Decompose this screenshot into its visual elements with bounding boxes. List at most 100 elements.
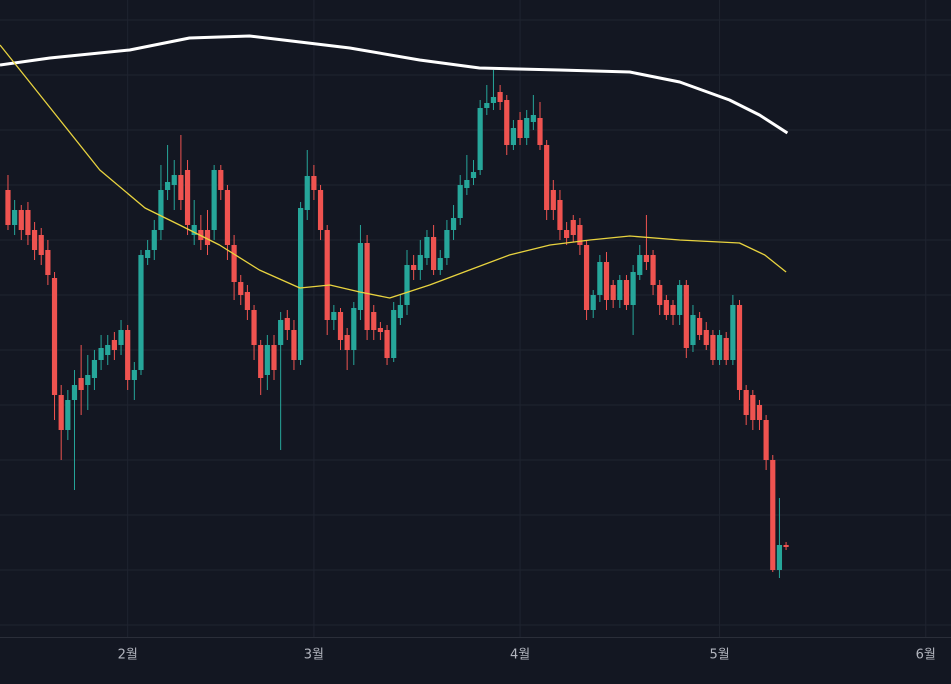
candle-body bbox=[324, 230, 330, 320]
candle-body bbox=[58, 395, 64, 430]
candle-body bbox=[171, 175, 177, 185]
moving-average-line bbox=[0, 34, 789, 135]
candle-body bbox=[663, 300, 669, 315]
candle-body bbox=[470, 172, 477, 178]
candle-body bbox=[756, 405, 763, 420]
candle-body bbox=[763, 420, 769, 460]
candle-body bbox=[510, 128, 517, 145]
candle-body bbox=[723, 338, 729, 360]
candle-body bbox=[151, 230, 157, 250]
candle-body bbox=[464, 180, 470, 188]
candle-body bbox=[490, 97, 497, 103]
candle-body bbox=[603, 262, 610, 300]
candle-body bbox=[377, 328, 383, 332]
candle-body bbox=[484, 103, 490, 108]
candle-body bbox=[184, 170, 191, 225]
candle-body bbox=[716, 335, 723, 360]
candle-body bbox=[264, 345, 270, 375]
candle-body bbox=[145, 250, 151, 258]
candle-body bbox=[623, 280, 630, 305]
candle-body bbox=[544, 145, 550, 210]
candle-body bbox=[437, 258, 443, 270]
candle-body bbox=[138, 255, 144, 370]
candle-body bbox=[364, 243, 370, 330]
candle-body bbox=[125, 330, 131, 380]
candle-body bbox=[331, 312, 337, 320]
candle-body bbox=[743, 390, 749, 415]
candle-body bbox=[51, 278, 58, 395]
candle-body bbox=[670, 305, 676, 315]
candle-body bbox=[78, 378, 84, 390]
candle-body bbox=[517, 120, 523, 138]
candle-body bbox=[311, 176, 317, 190]
candle-body bbox=[736, 305, 743, 390]
candle-body bbox=[164, 182, 171, 190]
candle-body bbox=[31, 230, 38, 250]
candle-body bbox=[271, 345, 277, 370]
candle-body bbox=[211, 170, 217, 230]
candle-body bbox=[557, 200, 563, 230]
candle-body bbox=[643, 255, 650, 262]
candle-body bbox=[45, 250, 51, 275]
x-tick-label: 3월 bbox=[304, 648, 324, 663]
candle-body bbox=[570, 220, 576, 235]
candle-body bbox=[404, 265, 410, 305]
candle-body bbox=[304, 176, 310, 210]
candle-body bbox=[537, 118, 543, 145]
candle-body bbox=[158, 190, 164, 230]
candle-body bbox=[690, 315, 696, 345]
candle-body bbox=[610, 285, 616, 300]
candle-body bbox=[85, 375, 91, 385]
candle-body bbox=[630, 272, 636, 305]
candle-body bbox=[131, 370, 137, 380]
candle-body bbox=[5, 190, 11, 225]
candle-body bbox=[258, 345, 264, 378]
candle-body bbox=[38, 235, 44, 255]
candle-body bbox=[191, 225, 197, 235]
candle-body bbox=[750, 395, 756, 420]
candle-body bbox=[317, 190, 324, 230]
candle-body bbox=[477, 108, 483, 170]
candle-body bbox=[730, 305, 736, 360]
x-tick-label: 2월 bbox=[118, 648, 138, 663]
candle-body bbox=[118, 330, 124, 345]
candle-body bbox=[391, 310, 397, 358]
candle-body bbox=[371, 312, 377, 330]
candle-body bbox=[351, 308, 357, 350]
candle-body bbox=[224, 190, 231, 245]
candle-body bbox=[238, 282, 244, 295]
candle-body bbox=[770, 460, 776, 570]
candle-body bbox=[337, 312, 344, 340]
candle-body bbox=[683, 285, 689, 348]
candle-body bbox=[278, 320, 284, 345]
candle-body bbox=[657, 285, 663, 305]
candle-body bbox=[204, 230, 211, 245]
candle-body bbox=[98, 348, 104, 360]
candle-body bbox=[637, 255, 643, 275]
candle-body bbox=[251, 310, 257, 345]
candle-body bbox=[617, 280, 623, 300]
candle-body bbox=[111, 340, 117, 350]
candle-body bbox=[284, 318, 290, 330]
candle-body bbox=[710, 335, 716, 360]
candle-body bbox=[231, 245, 237, 282]
candle-body bbox=[291, 330, 297, 360]
candle-body bbox=[550, 190, 556, 210]
candle-body bbox=[497, 92, 503, 102]
candle-body bbox=[91, 360, 98, 378]
candle-body bbox=[697, 318, 703, 335]
candle-body bbox=[504, 100, 510, 145]
candle-body bbox=[297, 208, 304, 360]
candle-body bbox=[218, 170, 224, 190]
candle-body bbox=[783, 545, 789, 547]
candle-body bbox=[18, 210, 24, 230]
candle-body bbox=[677, 285, 683, 315]
candle-body bbox=[577, 225, 583, 245]
candle-body bbox=[65, 400, 71, 430]
candle-body bbox=[12, 210, 18, 225]
candle-body bbox=[71, 385, 78, 400]
moving-average-line bbox=[0, 44, 787, 299]
candle-body bbox=[411, 265, 417, 270]
plot-area bbox=[0, 34, 789, 578]
candle-body bbox=[444, 230, 450, 258]
